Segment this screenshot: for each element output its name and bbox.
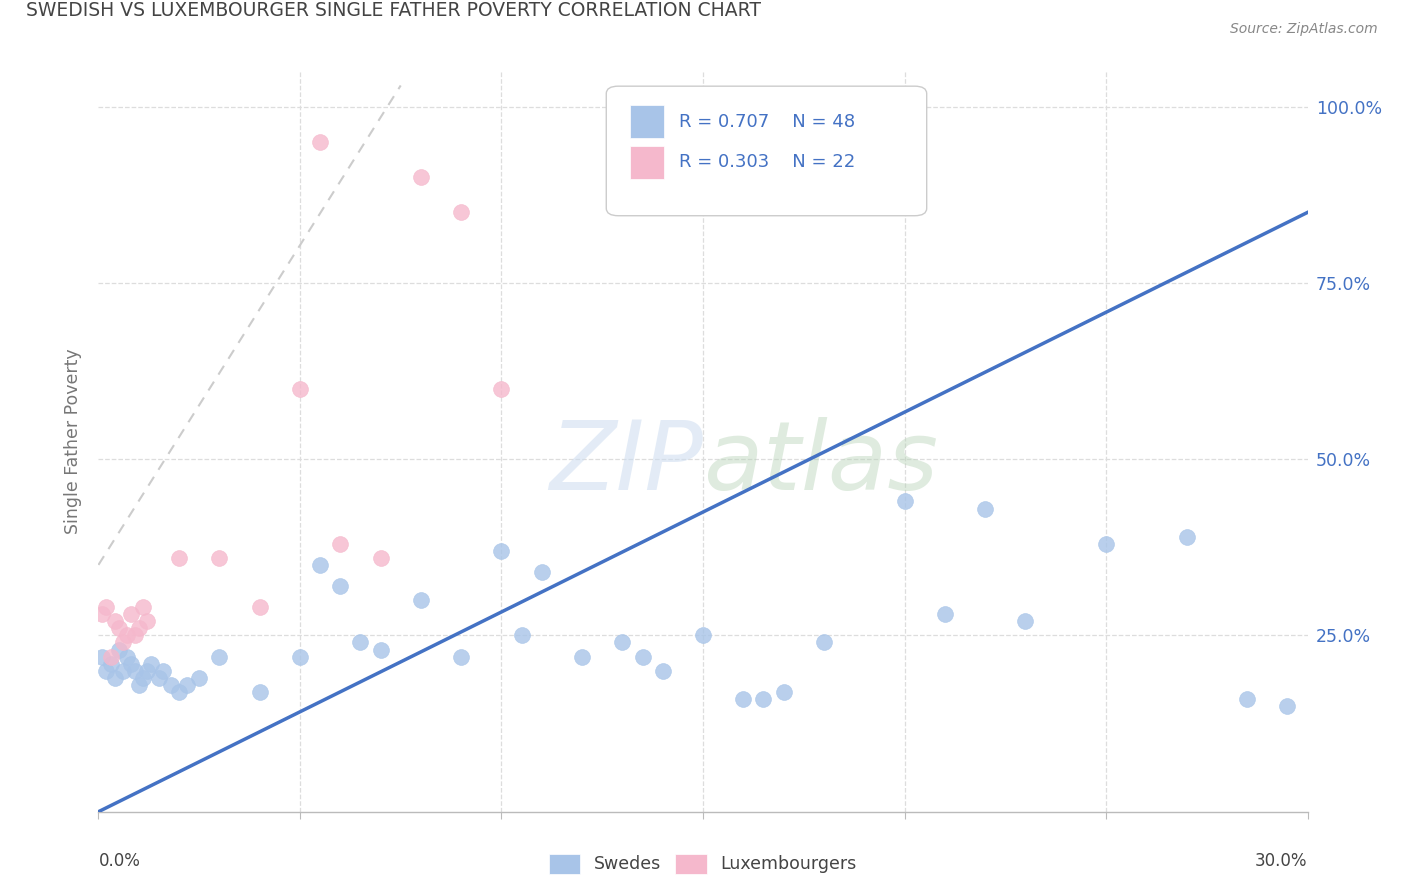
Point [934,607,956,622]
Legend: Swedes, Luxembourgers: Swedes, Luxembourgers [544,848,862,879]
Point [1014,615,1036,629]
Point [160,678,183,692]
Point [772,685,794,699]
Point [208,649,231,664]
Text: SWEDISH VS LUXEMBOURGER SINGLE FATHER POVERTY CORRELATION CHART: SWEDISH VS LUXEMBOURGER SINGLE FATHER PO… [25,1,761,20]
Point [96,600,118,615]
Point [100,649,122,664]
Point [1095,537,1118,551]
Point [491,382,513,396]
Point [188,671,211,685]
Point [120,607,142,622]
Point [1277,698,1299,713]
Point [120,657,142,671]
Y-axis label: Single Father Poverty: Single Father Poverty [65,349,83,534]
Point [124,664,146,678]
Point [100,657,122,671]
Point [1236,692,1258,706]
Point [208,550,231,565]
Point [893,494,915,508]
Point [128,678,150,692]
Text: Source: ZipAtlas.com: Source: ZipAtlas.com [1230,22,1378,37]
Point [115,628,138,642]
Point [450,649,472,664]
Point [107,642,129,657]
Point [249,600,271,615]
Text: 0.0%: 0.0% [98,853,141,871]
Point [1175,530,1198,544]
Point [132,600,155,615]
Text: ZIP: ZIP [550,417,703,510]
Point [103,615,125,629]
Text: R = 0.707    N = 48: R = 0.707 N = 48 [679,112,855,131]
Point [612,635,634,649]
Point [329,579,352,593]
Text: atlas: atlas [703,417,938,510]
Point [96,664,118,678]
Point [176,678,198,692]
Point [91,649,114,664]
Point [135,664,157,678]
Point [167,685,190,699]
Point [139,657,162,671]
Point [813,635,835,649]
Point [631,649,654,664]
Point [288,382,311,396]
Point [148,671,170,685]
Point [571,649,593,664]
Point [510,628,533,642]
Point [124,628,146,642]
Point [167,550,190,565]
Point [752,692,775,706]
Point [409,593,432,607]
Text: 30.0%: 30.0% [1256,853,1308,871]
Point [349,635,371,649]
Point [91,607,114,622]
Point [974,501,997,516]
Point [530,565,553,579]
Point [692,628,714,642]
Point [115,649,138,664]
Point [491,544,513,558]
Point [152,664,174,678]
Point [309,558,332,572]
Point [329,537,352,551]
Point [249,685,271,699]
Point [651,664,673,678]
Point [309,135,332,149]
Point [288,649,311,664]
Point [733,692,755,706]
Point [107,621,129,635]
Point [370,550,392,565]
Point [128,621,150,635]
Text: R = 0.303    N = 22: R = 0.303 N = 22 [679,153,855,171]
FancyBboxPatch shape [606,87,927,216]
Point [135,615,157,629]
Point [103,671,125,685]
Point [450,205,472,219]
Point [111,664,134,678]
FancyBboxPatch shape [630,146,664,178]
Point [111,635,134,649]
Point [132,671,155,685]
Point [409,170,432,185]
FancyBboxPatch shape [630,105,664,138]
Point [370,642,392,657]
